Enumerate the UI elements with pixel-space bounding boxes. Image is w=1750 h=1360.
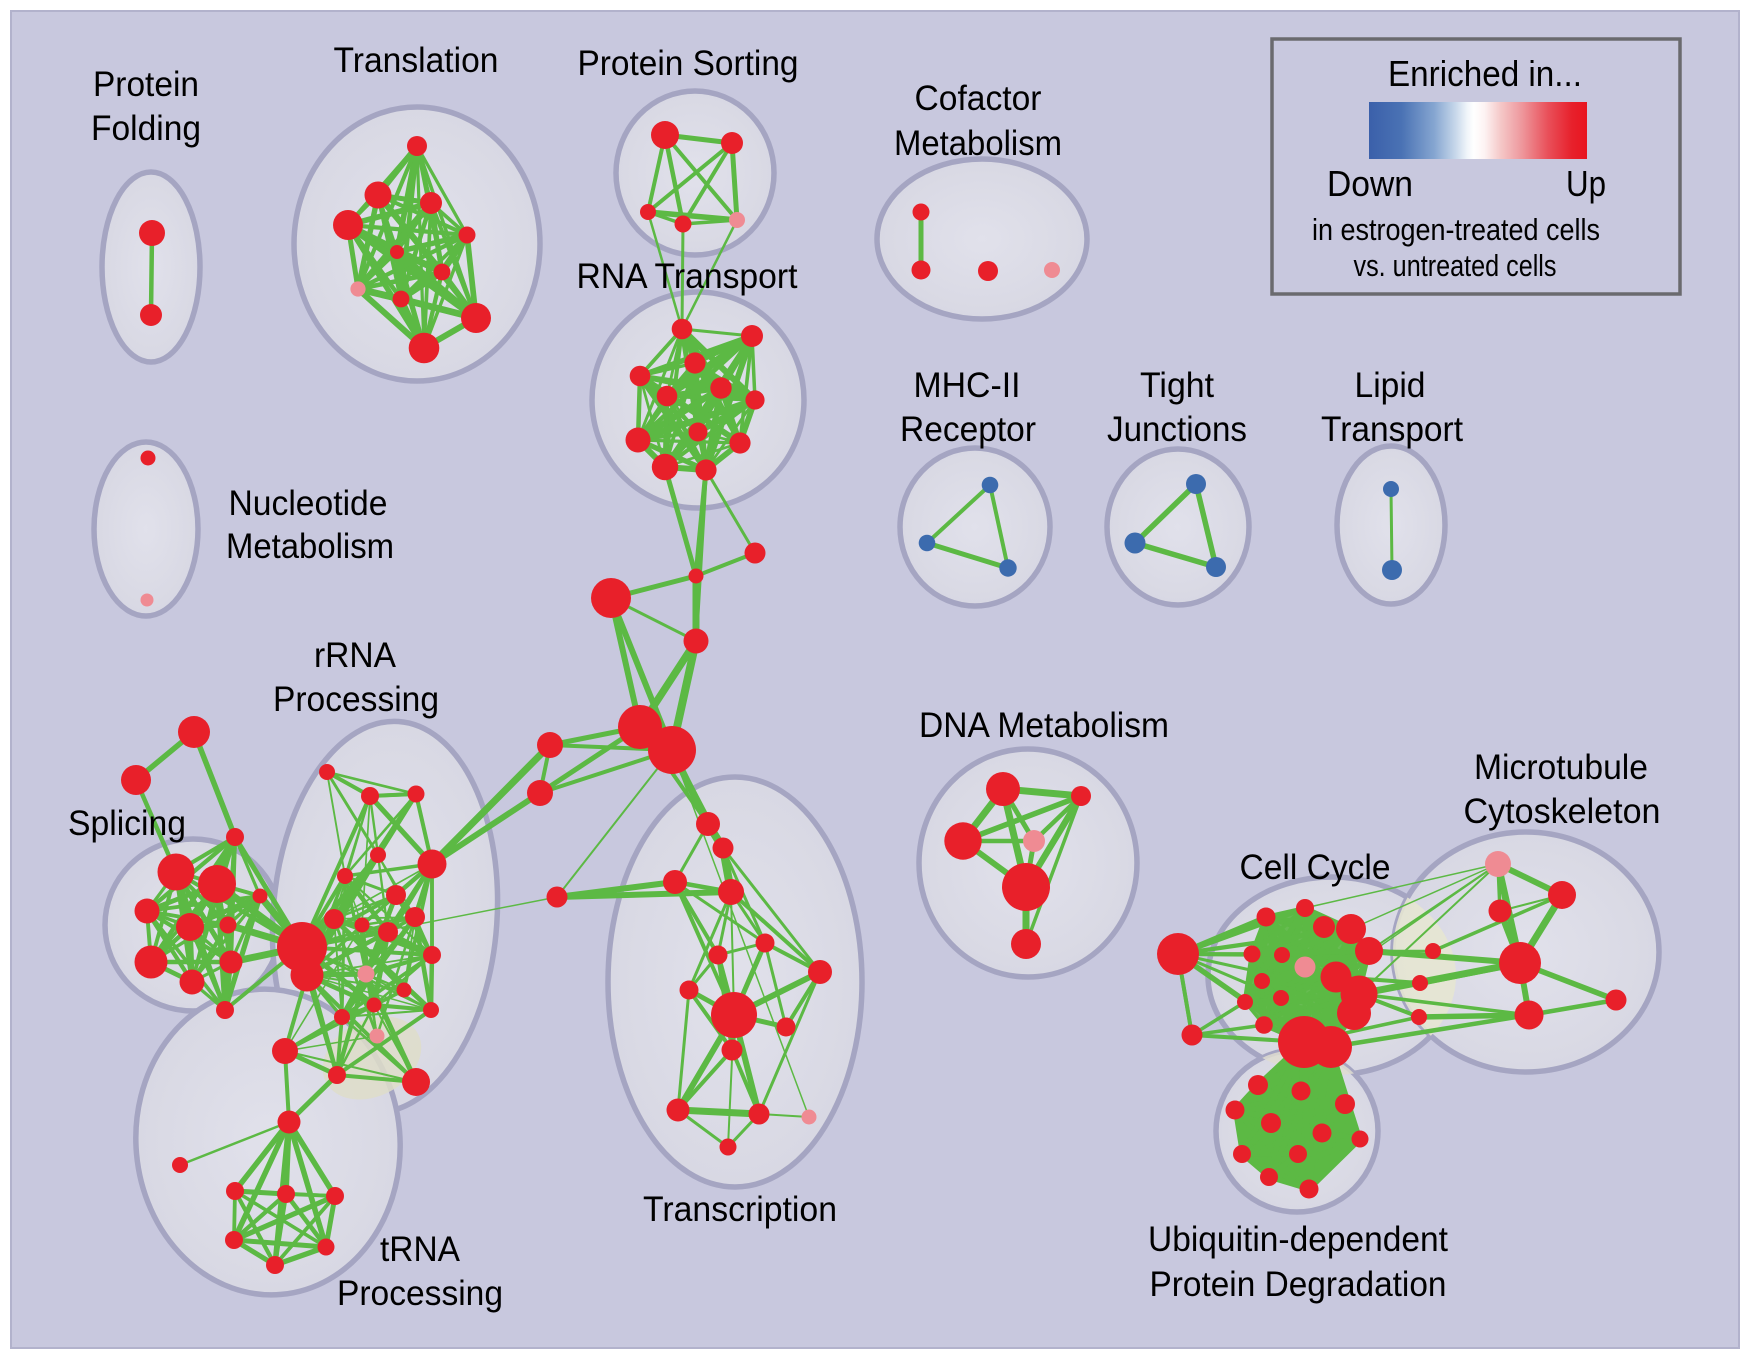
svg-text:in estrogen-treated cells: in estrogen-treated cells: [1312, 213, 1600, 247]
svg-text:Metabolism: Metabolism: [894, 124, 1062, 163]
svg-text:Processing: Processing: [273, 680, 439, 719]
svg-text:Cofactor: Cofactor: [915, 79, 1042, 118]
svg-text:Junctions: Junctions: [1107, 410, 1247, 449]
svg-text:rRNA: rRNA: [314, 636, 397, 675]
svg-text:Protein: Protein: [93, 65, 199, 104]
svg-text:Down: Down: [1327, 163, 1413, 204]
svg-text:MHC-II: MHC-II: [914, 366, 1021, 405]
svg-text:Lipid: Lipid: [1355, 366, 1426, 405]
svg-text:Protein Sorting: Protein Sorting: [578, 44, 799, 83]
svg-text:Microtubule: Microtubule: [1474, 748, 1648, 787]
svg-text:Up: Up: [1566, 163, 1606, 204]
svg-text:Processing: Processing: [337, 1274, 503, 1313]
svg-text:Tight: Tight: [1140, 366, 1214, 405]
svg-text:RNA Transport: RNA Transport: [577, 257, 798, 296]
svg-text:Ubiquitin-dependent: Ubiquitin-dependent: [1148, 1220, 1448, 1259]
svg-text:Splicing: Splicing: [68, 804, 186, 843]
svg-text:Translation: Translation: [334, 41, 499, 80]
svg-text:Receptor: Receptor: [900, 410, 1036, 449]
svg-text:Nucleotide: Nucleotide: [229, 484, 388, 523]
svg-text:Folding: Folding: [91, 109, 201, 148]
svg-text:Enriched in...: Enriched in...: [1388, 53, 1582, 94]
svg-text:Metabolism: Metabolism: [226, 527, 394, 566]
svg-text:Cytoskeleton: Cytoskeleton: [1464, 792, 1661, 831]
svg-text:Cell Cycle: Cell Cycle: [1240, 848, 1391, 887]
svg-text:Transport: Transport: [1321, 410, 1463, 449]
svg-text:Protein Degradation: Protein Degradation: [1150, 1265, 1447, 1304]
svg-text:vs. untreated cells: vs. untreated cells: [1354, 249, 1557, 283]
svg-text:DNA Metabolism: DNA Metabolism: [919, 706, 1169, 745]
svg-text:Transcription: Transcription: [643, 1190, 837, 1229]
svg-text:tRNA: tRNA: [380, 1230, 461, 1269]
